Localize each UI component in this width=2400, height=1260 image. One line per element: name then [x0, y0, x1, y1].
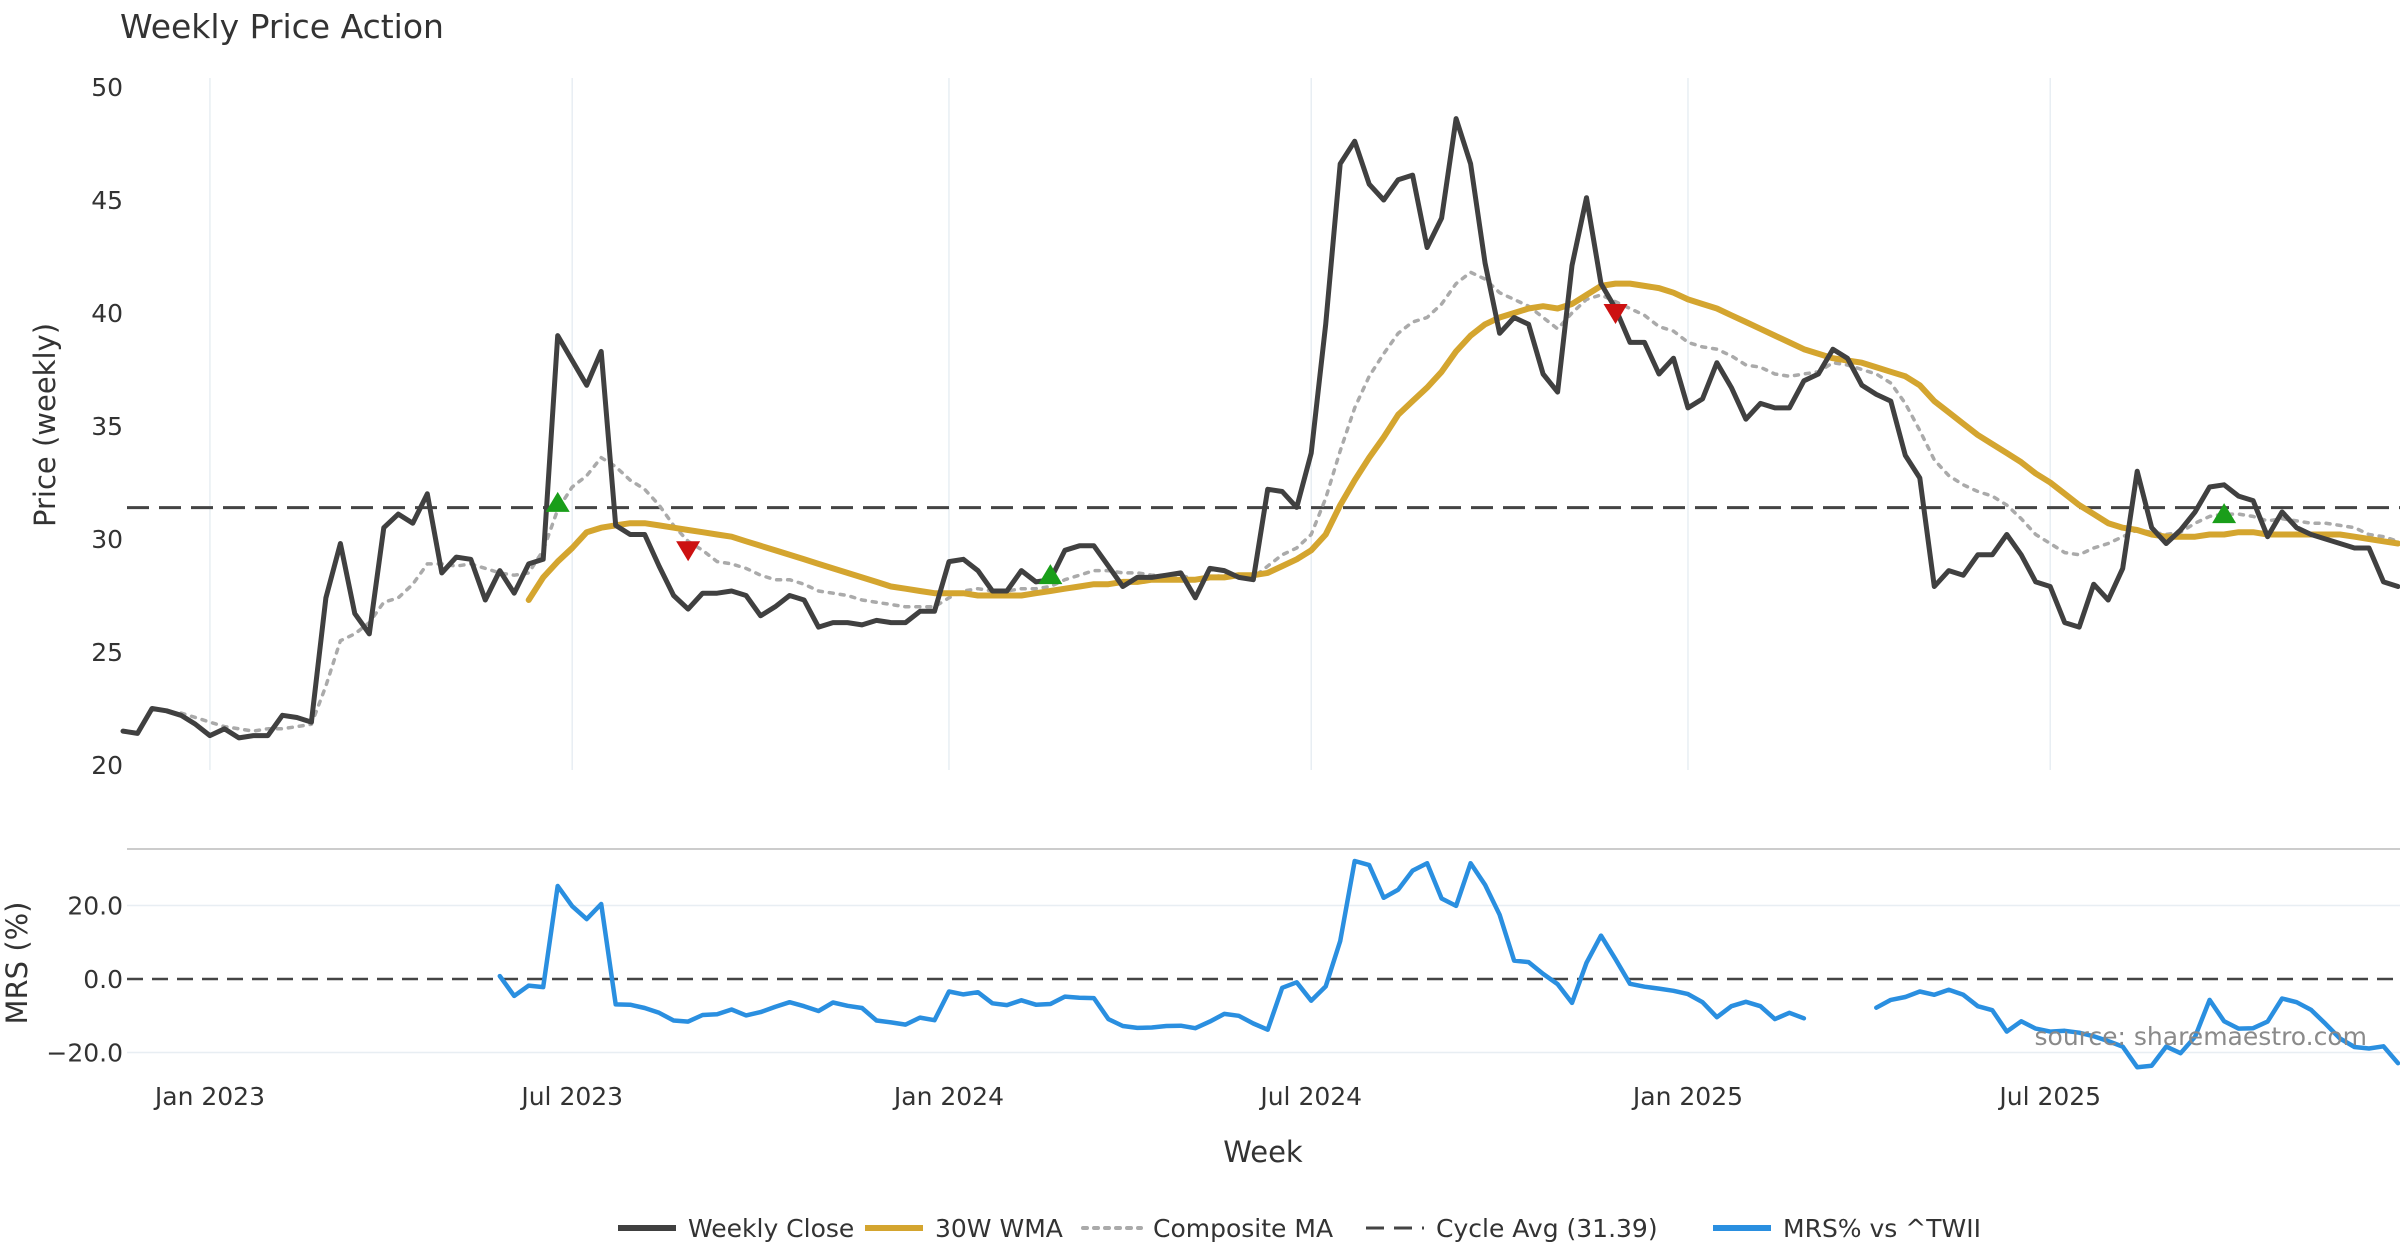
main-series	[120, 116, 2400, 741]
mrs-series	[497, 858, 2400, 1070]
main-ytick-label: 25	[91, 638, 123, 667]
legend: Weekly Close 30W WMA Composite MA Cycle Avg…	[618, 1214, 1981, 1243]
x-axis-label: Week	[1223, 1135, 1303, 1169]
x-tick-label: Jan 2025	[1631, 1082, 1743, 1111]
watermark: source: sharemaestro.com	[2035, 1022, 2368, 1051]
buy-signal-marker	[545, 491, 570, 512]
sell-signal-marker	[676, 541, 701, 562]
series-composite-ma	[179, 270, 2400, 733]
x-tick-label: Jul 2025	[1997, 1082, 2101, 1111]
x-ticks: Jan 2023 Jul 2023 Jan 2024 Jul 2024 Jan 2025…	[153, 1082, 2101, 1111]
main-y-ticks: 20 25 30 35 40 45 50	[91, 73, 123, 780]
series-weekly-close	[120, 116, 2400, 741]
x-tick-label: Jul 2024	[1258, 1082, 1362, 1111]
legend-label: 30W WMA	[935, 1214, 1063, 1243]
mrs-y-ticks: 20.0 0.0 −20.0	[46, 892, 123, 1068]
legend-label: Cycle Avg (31.39)	[1436, 1214, 1658, 1243]
mrs-ytick-label: 20.0	[67, 892, 123, 921]
main-ytick-label: 35	[91, 412, 123, 441]
chart-title: Weekly Price Action	[120, 7, 444, 46]
main-y-axis-label: Price (weekly)	[28, 323, 62, 527]
x-tick-label: Jan 2024	[892, 1082, 1004, 1111]
series-30w-wma	[525, 280, 2400, 603]
main-ytick-label: 20	[91, 751, 123, 780]
buy-signal-marker	[1038, 564, 1063, 585]
mrs-ytick-label: 0.0	[83, 965, 123, 994]
legend-label: Weekly Close	[688, 1214, 854, 1243]
main-gridlines	[209, 78, 2051, 770]
mrs-ytick-label: −20.0	[46, 1039, 123, 1068]
main-ytick-label: 40	[91, 299, 123, 328]
x-tick-label: Jan 2023	[153, 1082, 265, 1111]
sell-signal-marker	[1603, 304, 1628, 324]
series-mrs-segment	[1874, 987, 2400, 1070]
main-ytick-label: 45	[91, 186, 123, 215]
x-tick-label: Jul 2023	[519, 1082, 623, 1111]
main-ytick-label: 50	[91, 73, 123, 102]
mrs-gridlines	[127, 904, 2400, 1054]
legend-label: MRS% vs ^TWII	[1783, 1214, 1981, 1243]
series-mrs-segment	[497, 858, 1807, 1032]
signal-markers	[545, 304, 2237, 585]
mrs-y-axis-label: MRS (%)	[0, 902, 34, 1025]
main-ytick-label: 30	[91, 525, 123, 554]
buy-signal-marker	[2212, 503, 2237, 524]
legend-label: Composite MA	[1153, 1214, 1333, 1243]
